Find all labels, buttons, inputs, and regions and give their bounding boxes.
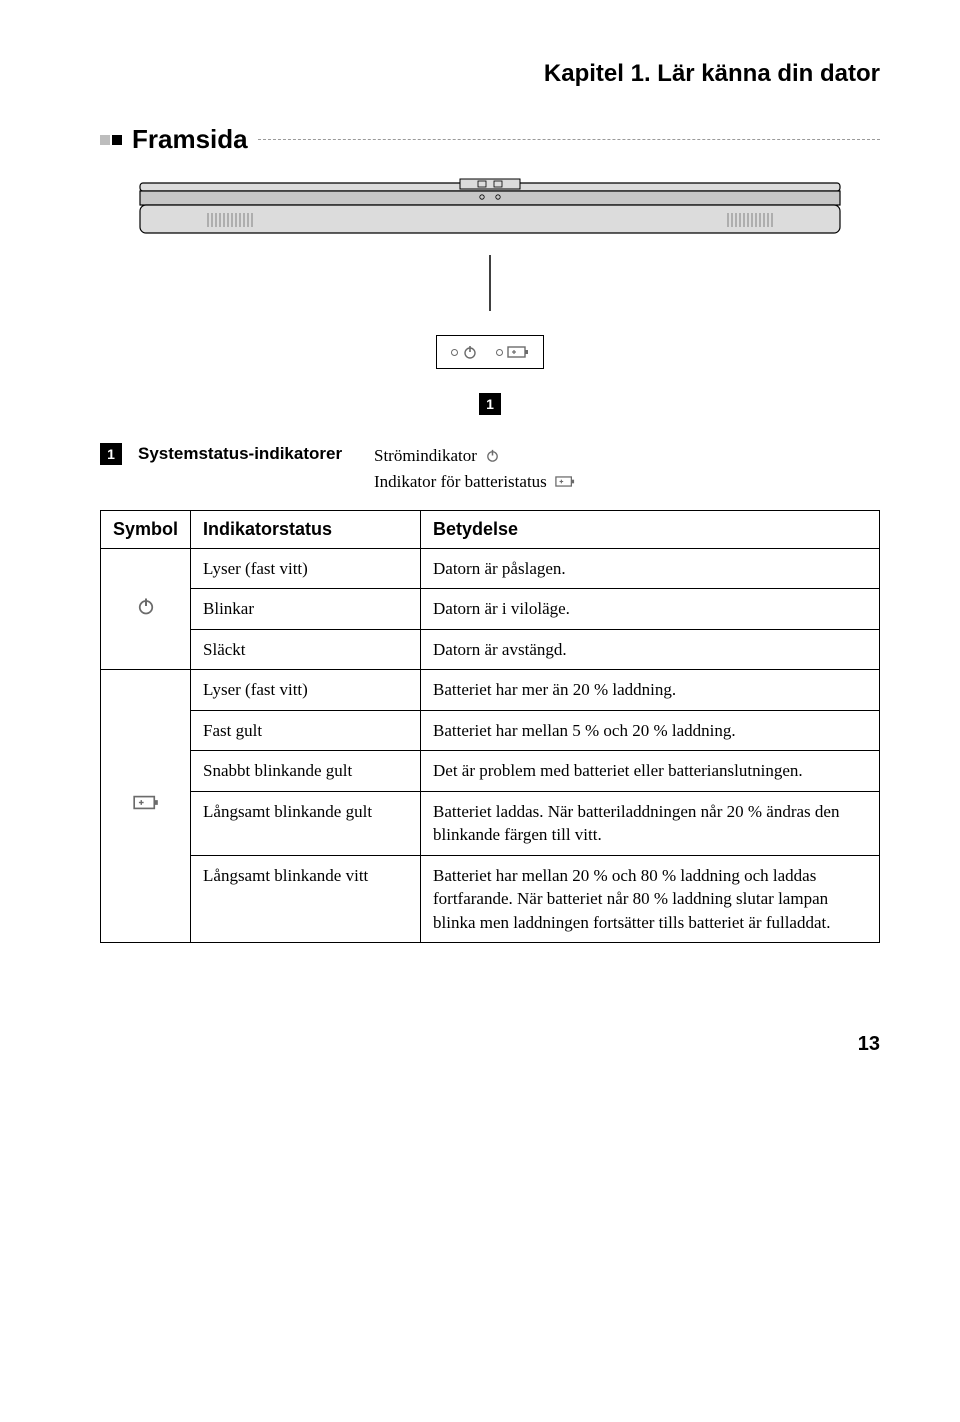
table-row: Släckt Datorn är avstängd.	[101, 629, 880, 669]
table-row: Långsamt blinkande gult Batteriet laddas…	[101, 791, 880, 855]
meaning-cell: Datorn är avstängd.	[421, 629, 880, 669]
status-cell: Lyser (fast vitt)	[191, 549, 421, 589]
callout-box	[436, 335, 544, 369]
chapter-header: Kapitel 1. Lär känna din dator	[100, 60, 880, 88]
status-cell: Släckt	[191, 629, 421, 669]
led-dot	[451, 349, 458, 356]
meaning-cell: Batteriet laddas. När batteriladdningen …	[421, 791, 880, 855]
marker-square-black	[112, 135, 122, 145]
table-row: Lyser (fast vitt) Batteriet har mer än 2…	[101, 670, 880, 710]
table-row: Lyser (fast vitt) Datorn är påslagen.	[101, 549, 880, 589]
meaning-cell: Batteriet har mer än 20 % laddning.	[421, 670, 880, 710]
table-row: Blinkar Datorn är i viloläge.	[101, 589, 880, 629]
callout-number-label: 1	[479, 393, 501, 415]
meaning-cell: Datorn är i viloläge.	[421, 589, 880, 629]
page-number: 13	[100, 1033, 880, 1056]
th-symbol: Symbol	[101, 511, 191, 549]
table-row: Snabbt blinkande gult Det är problem med…	[101, 751, 880, 791]
item-line1: Strömindikator	[374, 443, 477, 469]
status-cell: Lyser (fast vitt)	[191, 670, 421, 710]
section-row: Framsida	[100, 124, 880, 155]
item-number-badge: 1	[100, 443, 122, 465]
th-status: Indikatorstatus	[191, 511, 421, 549]
status-table: Symbol Indikatorstatus Betydelse Lyser (…	[100, 510, 880, 943]
led-dot	[496, 349, 503, 356]
table-row: Fast gult Batteriet har mellan 5 % och 2…	[101, 710, 880, 750]
marker-square-grey	[100, 135, 110, 145]
th-meaning: Betydelse	[421, 511, 880, 549]
status-cell: Långsamt blinkande gult	[191, 791, 421, 855]
symbol-cell-power	[101, 549, 191, 670]
led-pair-battery	[496, 345, 529, 359]
laptop-front-svg	[130, 175, 850, 255]
power-icon	[462, 344, 478, 360]
laptop-figure: 1	[100, 175, 880, 415]
battery-icon	[507, 345, 529, 359]
callout-number-badge: 1	[479, 393, 501, 415]
status-cell: Fast gult	[191, 710, 421, 750]
status-cell: Långsamt blinkande vitt	[191, 855, 421, 942]
callout-leader	[130, 255, 850, 315]
battery-icon	[133, 794, 159, 811]
power-icon	[136, 596, 156, 616]
symbol-cell-battery	[101, 670, 191, 943]
section-marker	[100, 135, 122, 145]
meaning-cell: Det är problem med batteriet eller batte…	[421, 751, 880, 791]
table-row: Långsamt blinkande vitt Batteriet har me…	[101, 855, 880, 942]
meaning-cell: Datorn är påslagen.	[421, 549, 880, 589]
item-value: Strömindikator Indikator för batteristat…	[374, 443, 575, 494]
led-pair-power	[451, 344, 478, 360]
meaning-cell: Batteriet har mellan 5 % och 20 % laddni…	[421, 710, 880, 750]
meaning-cell: Batteriet har mellan 20 % och 80 % laddn…	[421, 855, 880, 942]
battery-icon	[555, 475, 575, 488]
section-title: Framsida	[132, 124, 248, 155]
section-divider	[258, 139, 880, 140]
status-cell: Blinkar	[191, 589, 421, 629]
item-line2: Indikator för batteristatus	[374, 469, 547, 495]
power-icon	[485, 448, 500, 463]
item-description: 1 Systemstatus-indikatorer Strömindikato…	[100, 443, 880, 494]
status-cell: Snabbt blinkande gult	[191, 751, 421, 791]
item-label: Systemstatus-indikatorer	[138, 443, 358, 494]
